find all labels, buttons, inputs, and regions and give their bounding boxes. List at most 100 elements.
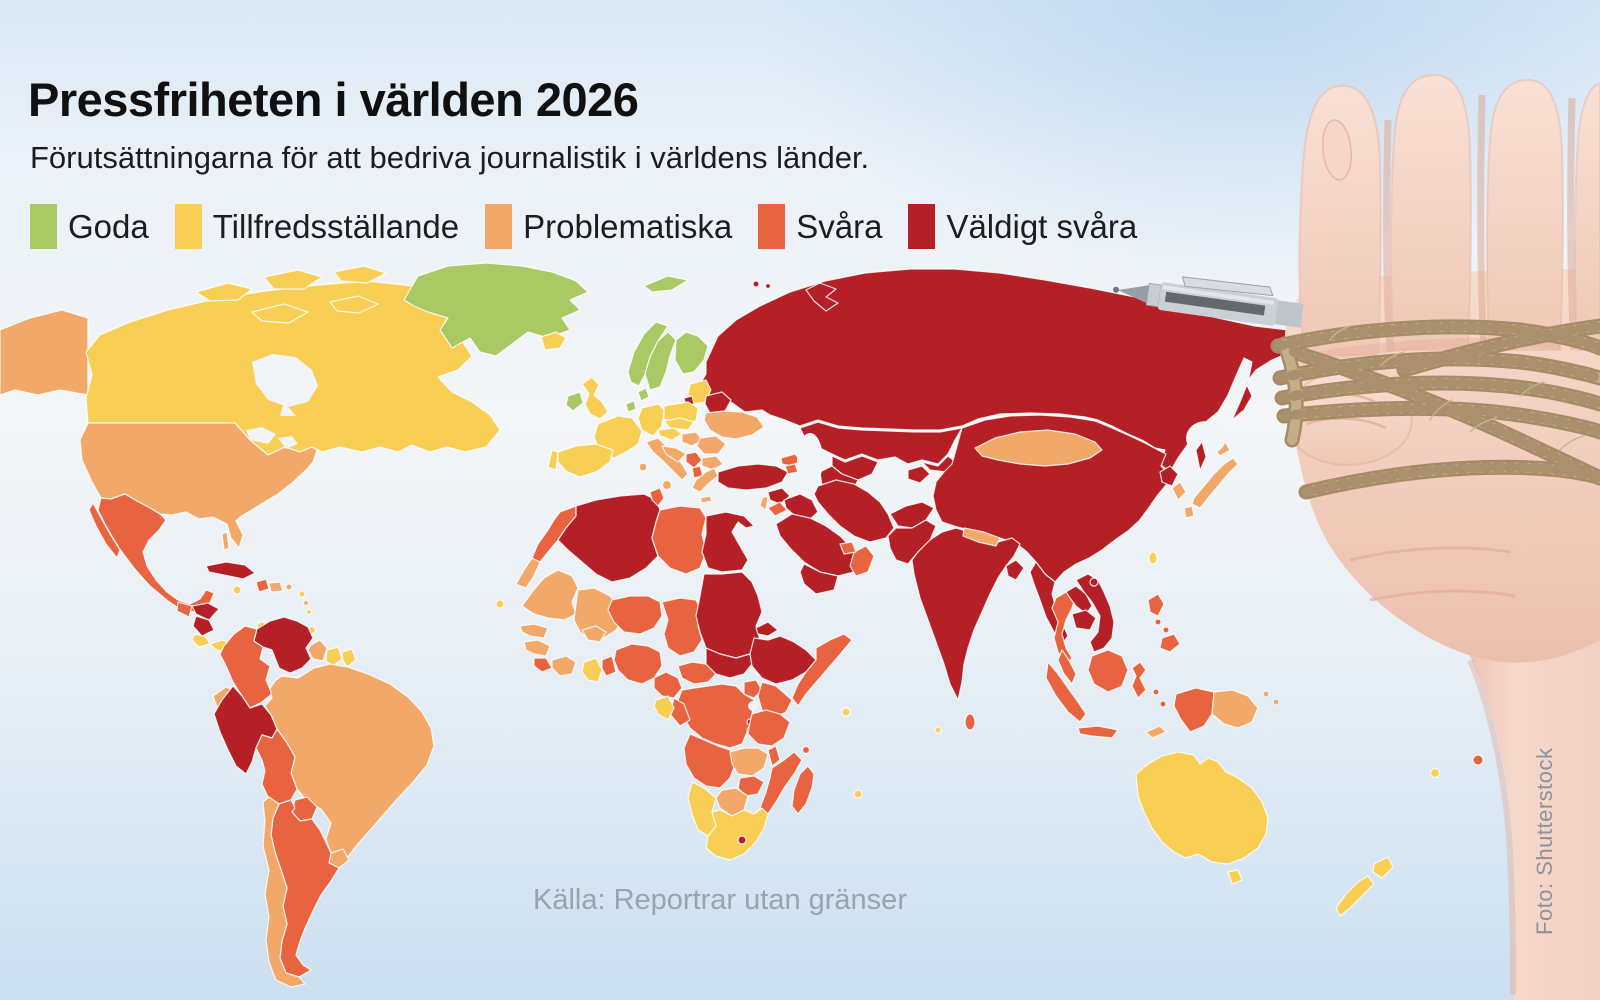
pen-highlight bbox=[1162, 285, 1275, 305]
legend: Goda Tillfredsställande Problematiska Sv… bbox=[30, 204, 1137, 249]
legend-label-goda: Goda bbox=[68, 207, 149, 245]
legend-item-problematiska: Problematiska bbox=[485, 204, 732, 249]
region-comoros bbox=[801, 745, 811, 755]
region-guinea bbox=[523, 639, 551, 657]
region-mozambique bbox=[759, 751, 803, 815]
region-puerto-rico bbox=[285, 583, 293, 591]
region-mongolia bbox=[974, 429, 1103, 467]
region-sri-lanka bbox=[964, 713, 976, 731]
region-bolivia bbox=[255, 728, 298, 805]
region-oman bbox=[849, 545, 875, 577]
region-south-sudan bbox=[705, 647, 753, 679]
pen-ink-cartridge bbox=[1164, 291, 1266, 316]
region-french-guiana bbox=[341, 648, 357, 668]
page-title: Pressfriheten i världen 2026 bbox=[28, 73, 639, 126]
region-philippines bbox=[1154, 618, 1162, 626]
region-japan-kyushu bbox=[1183, 505, 1195, 519]
legend-swatch-goda bbox=[30, 204, 57, 249]
region-cape-verde bbox=[495, 599, 505, 609]
region-italy bbox=[645, 437, 689, 481]
region-bahamas bbox=[221, 531, 230, 551]
region-netherlands bbox=[625, 400, 637, 413]
region-guatemala bbox=[176, 601, 193, 618]
region-moluccas bbox=[1159, 700, 1167, 708]
baltic-sea bbox=[662, 370, 682, 404]
legend-swatch-tillfredsstallande bbox=[174, 204, 202, 249]
region-libya bbox=[651, 505, 707, 575]
region-somalia bbox=[791, 633, 853, 707]
region-tasmania bbox=[1227, 869, 1243, 885]
region-costa-rica bbox=[191, 633, 211, 648]
legend-item-svara: Svåra bbox=[758, 204, 882, 249]
rope bbox=[1270, 318, 1600, 500]
hudson-bay bbox=[252, 354, 318, 407]
region-dominican-republic bbox=[268, 581, 284, 593]
region-maldives bbox=[934, 726, 942, 734]
region-arctic-islands bbox=[195, 282, 253, 302]
region-philippines bbox=[1162, 626, 1170, 634]
palm-crease bbox=[1349, 546, 1511, 562]
region-sicily bbox=[661, 479, 673, 491]
region-venezuela bbox=[253, 616, 314, 674]
region-yemen bbox=[799, 563, 839, 595]
region-central-african-republic bbox=[677, 661, 717, 685]
region-moluccas bbox=[1152, 688, 1160, 696]
region-hainan bbox=[1089, 577, 1099, 587]
region-finland bbox=[674, 331, 709, 375]
region-antilles bbox=[305, 608, 313, 616]
region-malaysia bbox=[1057, 649, 1077, 685]
finger-gap-shadow bbox=[1383, 119, 1394, 353]
region-haiti bbox=[255, 578, 270, 593]
region-portugal bbox=[547, 449, 559, 471]
region-iran bbox=[813, 479, 895, 543]
region-eritrea bbox=[755, 621, 779, 637]
pen-illustration bbox=[1113, 276, 1304, 328]
region-arctic-islands bbox=[329, 295, 379, 314]
region-niger bbox=[607, 595, 663, 635]
region-angola bbox=[683, 733, 737, 789]
region-algeria bbox=[557, 493, 661, 583]
region-cambodia bbox=[1071, 609, 1097, 631]
region-zimbabwe bbox=[737, 775, 765, 797]
region-austria bbox=[657, 427, 683, 441]
region-arctic-islands bbox=[263, 269, 323, 290]
region-armenia bbox=[784, 463, 799, 475]
legend-label-svara: Svåra bbox=[796, 207, 883, 245]
finger-pinky bbox=[1574, 82, 1600, 351]
region-jordan bbox=[767, 501, 788, 517]
region-franz-josef bbox=[764, 282, 772, 290]
forearm bbox=[1468, 600, 1600, 1000]
region-gabon bbox=[653, 695, 675, 721]
region-taiwan bbox=[1148, 551, 1158, 565]
region-madagascar bbox=[791, 765, 815, 815]
region-alaska bbox=[0, 309, 89, 396]
legend-label-problematiska: Problematiska bbox=[523, 207, 733, 245]
region-south-korea bbox=[1171, 481, 1187, 501]
region-western-sahara bbox=[515, 557, 541, 589]
pen-ballpoint bbox=[1113, 286, 1120, 293]
legend-label-valdigt-svara: Väldigt svåra bbox=[946, 207, 1138, 245]
legend-swatch-problematiska bbox=[485, 204, 513, 249]
region-south-africa bbox=[705, 807, 769, 861]
region-uk bbox=[581, 376, 609, 420]
region-tanzania bbox=[747, 709, 791, 747]
region-spain bbox=[557, 443, 614, 478]
region-mauritius bbox=[853, 789, 863, 799]
region-antilles bbox=[298, 590, 306, 598]
region-east-timor bbox=[1145, 725, 1167, 739]
region-denmark bbox=[637, 387, 650, 402]
region-arctic-islands bbox=[251, 303, 309, 324]
forearm-shadow bbox=[1467, 658, 1516, 996]
region-germany bbox=[637, 403, 665, 437]
region-nepal bbox=[962, 527, 1001, 547]
region-baja-california bbox=[88, 502, 121, 559]
region-iraq bbox=[783, 493, 819, 522]
region-hungary bbox=[681, 431, 703, 447]
legend-item-goda: Goda bbox=[30, 204, 149, 249]
region-lesotho bbox=[737, 835, 747, 845]
region-australia bbox=[1135, 751, 1269, 865]
region-colombia bbox=[219, 625, 273, 709]
region-guyana bbox=[307, 639, 328, 662]
region-png-islands bbox=[1272, 698, 1280, 706]
